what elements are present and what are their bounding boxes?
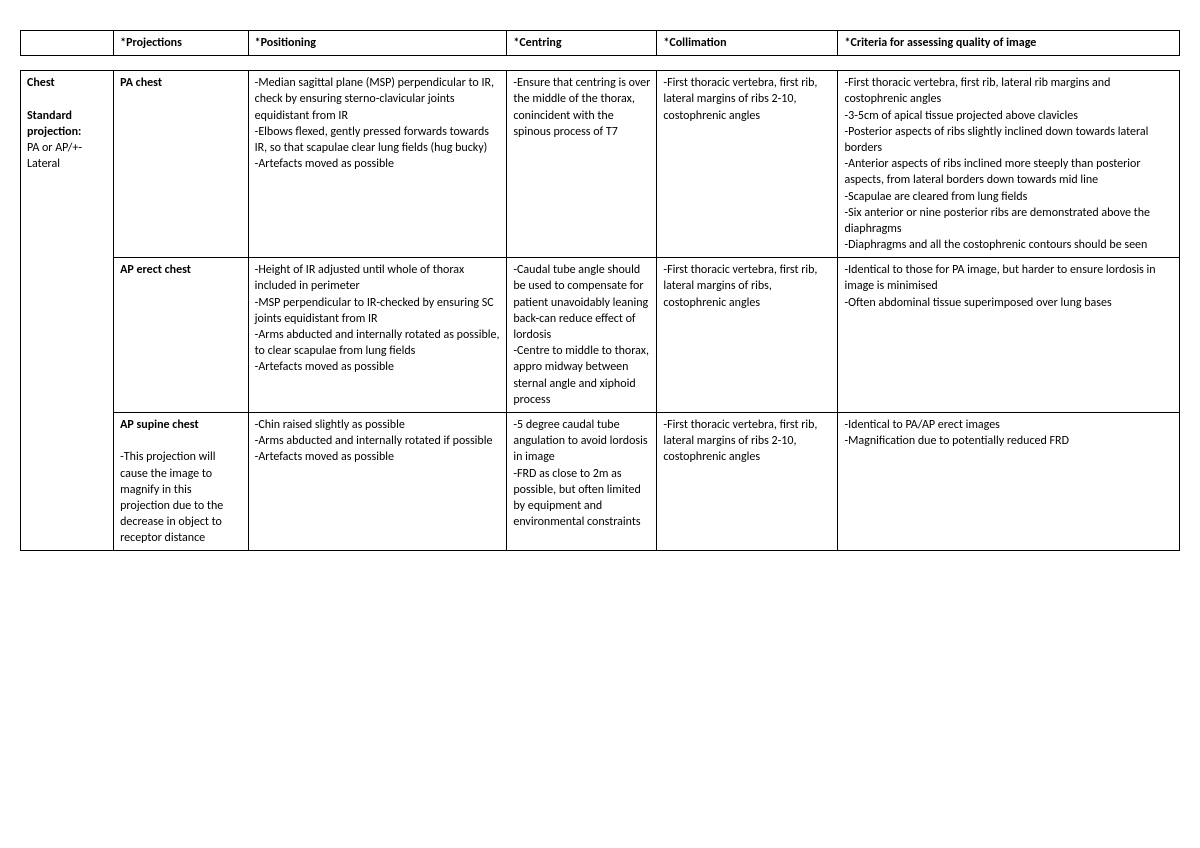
- header-criteria: *Criteria for assessing quality of image: [838, 31, 1180, 56]
- projection-cell: AP supine chest -This projection will ca…: [114, 412, 249, 551]
- header-anatomy: [21, 31, 114, 56]
- header-centring: *Centring: [507, 31, 657, 56]
- positioning-cell: -Median sagittal plane (MSP) perpendicul…: [248, 71, 507, 258]
- table-row: AP erect chest -Height of IR adjusted un…: [21, 258, 1180, 413]
- collimation-cell: -First thoracic vertebra, first rib, lat…: [657, 71, 838, 258]
- header-positioning: *Positioning: [248, 31, 507, 56]
- projection-title: AP erect chest: [120, 263, 191, 277]
- header-table: *Projections *Positioning *Centring *Col…: [20, 30, 1180, 56]
- table-row: Chest Standard projection: PA or AP/+- L…: [21, 71, 1180, 258]
- anatomy-title: Chest: [27, 76, 55, 90]
- collimation-cell: -First thoracic vertebra, first rib, lat…: [657, 412, 838, 551]
- projection-note: -This projection will cause the image to…: [120, 450, 223, 545]
- criteria-cell: -First thoracic vertebra, first rib, lat…: [838, 71, 1180, 258]
- header-collimation: *Collimation: [657, 31, 838, 56]
- criteria-cell: -Identical to those for PA image, but ha…: [838, 258, 1180, 413]
- projection-title: PA chest: [120, 76, 162, 90]
- positioning-cell: -Height of IR adjusted until whole of th…: [248, 258, 507, 413]
- centring-cell: -5 degree caudal tube angulation to avoi…: [507, 412, 657, 551]
- table-row: AP supine chest -This projection will ca…: [21, 412, 1180, 551]
- positioning-cell: -Chin raised slightly as possible -Arms …: [248, 412, 507, 551]
- header-row: *Projections *Positioning *Centring *Col…: [21, 31, 1180, 56]
- anatomy-subtitle-label: Standard projection:: [27, 109, 81, 139]
- content-table: Chest Standard projection: PA or AP/+- L…: [20, 70, 1180, 551]
- header-projections: *Projections: [114, 31, 249, 56]
- collimation-cell: -First thoracic vertebra, first rib, lat…: [657, 258, 838, 413]
- criteria-cell: -Identical to PA/AP erect images -Magnif…: [838, 412, 1180, 551]
- centring-cell: -Caudal tube angle should be used to com…: [507, 258, 657, 413]
- projection-title: AP supine chest: [120, 418, 199, 432]
- anatomy-cell: Chest Standard projection: PA or AP/+- L…: [21, 71, 114, 551]
- anatomy-subtitle-value: PA or AP/+- Lateral: [27, 141, 82, 171]
- projection-cell: AP erect chest: [114, 258, 249, 413]
- projection-cell: PA chest: [114, 71, 249, 258]
- centring-cell: -Ensure that centring is over the middle…: [507, 71, 657, 258]
